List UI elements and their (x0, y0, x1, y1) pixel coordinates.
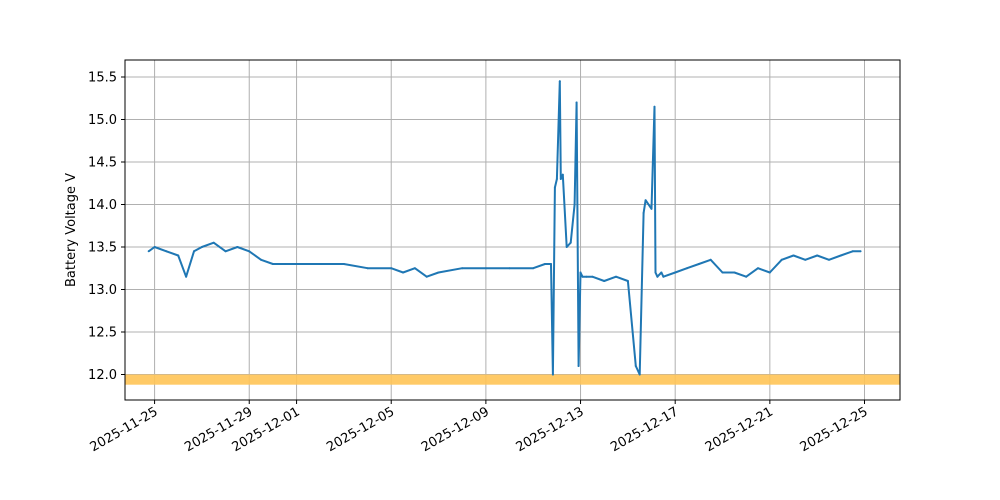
data-point (283, 263, 286, 265)
data-point (342, 263, 345, 265)
data-point (816, 254, 819, 257)
data-point (532, 267, 535, 270)
data-point (686, 267, 689, 270)
data-point (402, 271, 405, 274)
data-point (553, 186, 556, 189)
data-point (551, 373, 554, 376)
data-point (792, 254, 795, 257)
data-point (559, 178, 562, 180)
data-point (575, 101, 578, 104)
data-point (549, 263, 552, 265)
data-point (577, 365, 580, 367)
data-point (660, 271, 663, 274)
data-point (193, 250, 196, 253)
series-layer (147, 80, 862, 376)
data-point (650, 207, 653, 210)
data-point (147, 250, 150, 253)
data-point (248, 250, 251, 253)
y-tick-label: 12.5 (88, 326, 117, 341)
data-point (638, 373, 641, 376)
threshold-band-layer (125, 374, 900, 385)
data-point (656, 275, 659, 278)
data-point (626, 280, 629, 282)
data-point (260, 258, 263, 261)
data-point (484, 267, 487, 270)
data-point (224, 250, 227, 253)
data-point (642, 212, 645, 214)
data-point (561, 173, 564, 176)
data-point (839, 254, 842, 257)
data-point (780, 258, 783, 261)
data-point (565, 246, 568, 248)
y-tick-label: 15.0 (88, 113, 117, 128)
data-point (745, 275, 748, 278)
data-point (271, 263, 274, 265)
plot-frame (124, 59, 901, 401)
data-point (653, 105, 656, 108)
y-tick-label: 15.5 (88, 71, 117, 86)
series-line-0 (148, 80, 861, 376)
threshold-band (125, 374, 900, 385)
data-point (591, 275, 594, 278)
data-point (603, 280, 606, 282)
data-point (859, 250, 862, 253)
data-point (185, 275, 188, 278)
data-point (851, 250, 854, 253)
data-point (733, 271, 736, 274)
data-point (569, 241, 572, 244)
data-point (295, 263, 298, 265)
data-point (413, 267, 416, 270)
data-point (804, 258, 807, 261)
data-point (390, 267, 393, 270)
data-point (236, 246, 239, 248)
data-point (165, 250, 168, 253)
data-point (508, 267, 511, 270)
data-point (581, 275, 584, 278)
y-tick-label: 12.0 (88, 368, 117, 383)
data-point (634, 365, 637, 367)
data-point (212, 241, 215, 244)
data-point (709, 258, 712, 261)
y-tick-label: 13.0 (88, 283, 117, 298)
data-point (153, 246, 156, 248)
y-axis-label: Battery Voltage V (64, 173, 79, 287)
data-point (437, 271, 440, 274)
data-point (615, 275, 618, 278)
data-point (828, 258, 831, 261)
y-tick-label: 14.5 (88, 156, 117, 171)
data-point (644, 199, 647, 202)
data-point (461, 267, 464, 270)
data-point (697, 263, 700, 265)
data-point (573, 203, 576, 206)
data-point (757, 267, 760, 270)
data-point (662, 275, 665, 278)
data-point (674, 271, 677, 274)
data-point (200, 246, 203, 248)
data-point (319, 263, 322, 265)
data-point (721, 271, 724, 274)
y-tick-label: 14.0 (88, 198, 117, 213)
data-point (425, 275, 428, 278)
data-point (558, 80, 561, 83)
data-point (654, 271, 657, 274)
y-axis-ticks: 12.0 12.5 13.0 13.5 14.0 14.5 15.0 15.5 (88, 71, 125, 383)
data-point (366, 267, 369, 270)
data-point (768, 271, 771, 274)
data-point (544, 263, 547, 265)
y-tick-label: 13.5 (88, 241, 117, 256)
data-point (585, 275, 588, 278)
data-point (579, 271, 582, 274)
data-point (177, 254, 180, 257)
data-point (555, 178, 558, 180)
